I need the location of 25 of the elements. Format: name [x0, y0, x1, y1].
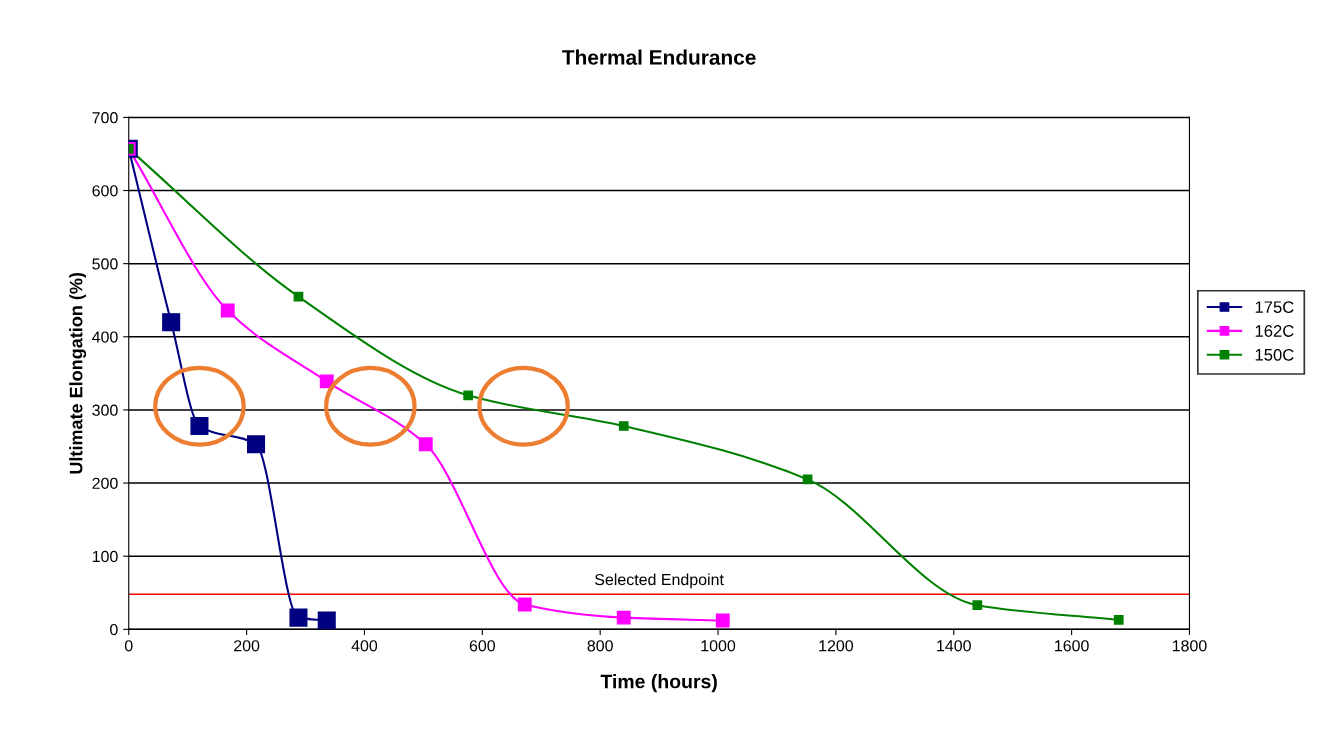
- x-tick-label: 1400: [937, 640, 971, 652]
- x-axis-title: Time (hours): [600, 674, 717, 693]
- y-tick-label: 500: [92, 258, 118, 270]
- x-tick-label: 200: [234, 640, 260, 652]
- y-tick-label: 300: [92, 404, 118, 416]
- y-tick-label: 400: [92, 331, 118, 343]
- legend-label: 162C: [1255, 325, 1294, 337]
- legend-label: 150C: [1255, 348, 1294, 361]
- x-tick-label: 1200: [819, 640, 854, 652]
- y-tick-label: 100: [92, 550, 118, 563]
- chart-title: Thermal Endurance: [562, 49, 756, 65]
- y-tick-label: 0: [110, 623, 118, 636]
- y-axis-title: Ultimate Elongation (%): [69, 272, 87, 474]
- y-tick-label: 200: [92, 477, 118, 489]
- x-tick-label: 0: [124, 640, 133, 652]
- x-tick-label: 1000: [701, 640, 736, 652]
- ref-line-label: Selected Endpoint: [595, 573, 724, 589]
- x-tick-label: 600: [469, 640, 496, 652]
- x-tick-label: 1800: [1172, 640, 1207, 652]
- x-tick-label: 800: [587, 640, 613, 652]
- y-tick-label: 700: [92, 112, 118, 124]
- legend-label: 175C: [1255, 301, 1294, 314]
- y-tick-label: 600: [92, 185, 118, 197]
- x-tick-label: 1600: [1055, 640, 1089, 652]
- x-tick-label: 400: [351, 640, 378, 652]
